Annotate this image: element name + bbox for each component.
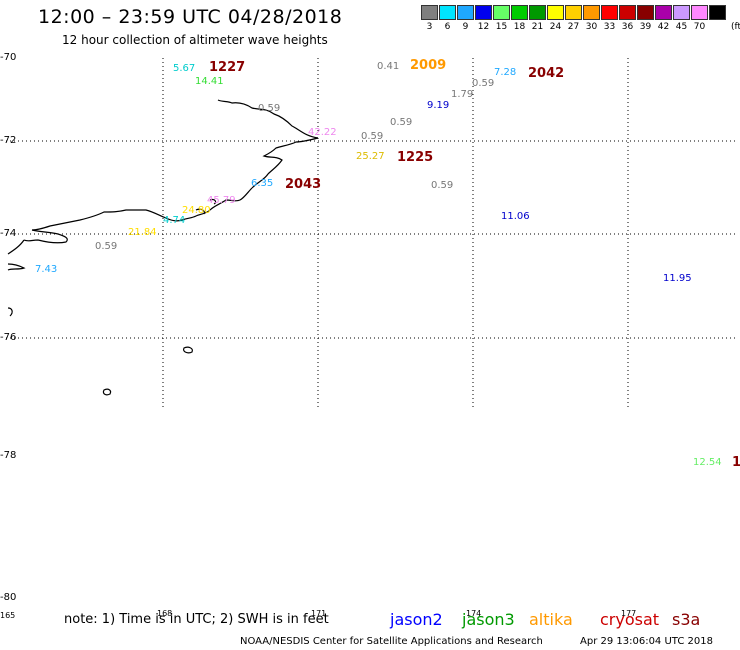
legend-label: 6 <box>444 22 451 32</box>
cycle-label: 2009 <box>410 58 447 73</box>
wave-height-label: 0.59 <box>431 180 454 191</box>
wave-height-label: 7.43 <box>35 264 58 275</box>
longitude-label: 168 <box>157 609 173 618</box>
latitude-label: -80 <box>0 592 17 603</box>
antarctic-coastline <box>7 99 319 396</box>
wave-height-label: 0.59 <box>472 78 495 89</box>
wave-height-label: 0.59 <box>258 103 281 114</box>
legend-swatch <box>457 5 474 20</box>
wave-height-label: 45.79 <box>207 195 236 206</box>
cycle-label: 1 <box>732 455 740 470</box>
wave-height-label: 21.84 <box>128 227 157 238</box>
units-note: note: 1) Time is in UTC; 2) SWH is in fe… <box>64 612 329 627</box>
legend-label: 15 <box>495 22 508 32</box>
longitude-label: 177 <box>621 609 637 618</box>
legend-swatch <box>637 5 654 20</box>
legend-swatch <box>709 5 726 20</box>
legend-swatch <box>493 5 510 20</box>
legend-label: 39 <box>639 22 652 32</box>
legend-swatch <box>601 5 618 20</box>
satellite-altika: altika <box>529 610 573 629</box>
credit-line: NOAA/NESDIS Center for Satellite Applica… <box>240 636 543 647</box>
satellite-s3a: s3a <box>672 610 701 629</box>
legend-label: 42 <box>657 22 670 32</box>
wave-height-label: 4.74 <box>163 215 186 226</box>
legend-label: 27 <box>567 22 580 32</box>
legend-label: 12 <box>477 22 490 32</box>
legend-unit: (ft) <box>731 22 740 32</box>
graticule <box>6 58 736 408</box>
latitude-label: -76 <box>0 332 17 343</box>
legend-label: 18 <box>513 22 526 32</box>
latitude-label: -74 <box>0 228 17 239</box>
legend-label: 36 <box>621 22 634 32</box>
latitude-label: -70 <box>0 52 17 63</box>
legend-label: 3 <box>426 22 433 32</box>
legend-swatch <box>439 5 456 20</box>
legend-swatch <box>421 5 438 20</box>
wave-height-label: 42.22 <box>308 127 337 138</box>
legend-swatch <box>547 5 564 20</box>
cycle-label: 1227 <box>209 60 246 75</box>
legend-swatch <box>475 5 492 20</box>
longitude-label: 165 <box>0 611 16 620</box>
wave-height-label: 6.35 <box>251 178 274 189</box>
legend-swatch <box>691 5 708 20</box>
wave-height-label: 1.79 <box>451 89 474 100</box>
wave-height-label: 25.27 <box>356 151 385 162</box>
legend-swatch <box>619 5 636 20</box>
map-title: 12:00 – 23:59 UTC 04/28/2018 <box>38 6 343 28</box>
longitude-label: 174 <box>466 609 482 618</box>
satellite-jason3: jason3 <box>462 610 515 629</box>
wave-height-label: 0.59 <box>361 131 384 142</box>
wave-height-label: 7.28 <box>494 67 517 78</box>
legend-swatch <box>673 5 690 20</box>
wave-height-label: 9.19 <box>427 100 450 111</box>
wave-height-label: 24.80 <box>182 205 211 216</box>
legend-label: 21 <box>531 22 544 32</box>
map-subtitle: 12 hour collection of altimeter wave hei… <box>62 33 328 47</box>
generation-timestamp: Apr 29 13:06:04 UTC 2018 <box>580 636 713 647</box>
legend-swatch <box>565 5 582 20</box>
legend-label: 30 <box>585 22 598 32</box>
wave-height-label: 5.67 <box>173 63 196 74</box>
legend-label: 45 <box>675 22 688 32</box>
longitude-label: 171 <box>311 609 327 618</box>
satellite-jason2: jason2 <box>390 610 443 629</box>
cycle-label: 2043 <box>285 177 322 192</box>
latitude-label: -78 <box>0 450 17 461</box>
wave-height-label: 0.41 <box>377 61 400 72</box>
wave-height-label: 12.54 <box>693 457 722 468</box>
cycle-label: 1225 <box>397 150 434 165</box>
legend-swatch <box>655 5 672 20</box>
wave-height-label: 14.41 <box>195 76 224 87</box>
latitude-label: -72 <box>0 135 17 146</box>
legend-label: 70 <box>693 22 706 32</box>
wave-height-label: 11.06 <box>501 211 530 222</box>
cycle-label: 2042 <box>528 66 565 81</box>
legend-label: 24 <box>549 22 562 32</box>
wave-height-label: 0.59 <box>390 117 413 128</box>
satellite-cryosat: cryosat <box>600 610 660 629</box>
legend-label: 33 <box>603 22 616 32</box>
legend-label: 9 <box>462 22 469 32</box>
legend-swatch <box>511 5 528 20</box>
map-canvas <box>6 58 736 408</box>
wave-height-label: 0.59 <box>95 241 118 252</box>
wave-height-label: 11.95 <box>663 273 692 284</box>
legend-swatch <box>583 5 600 20</box>
legend-swatch <box>529 5 546 20</box>
